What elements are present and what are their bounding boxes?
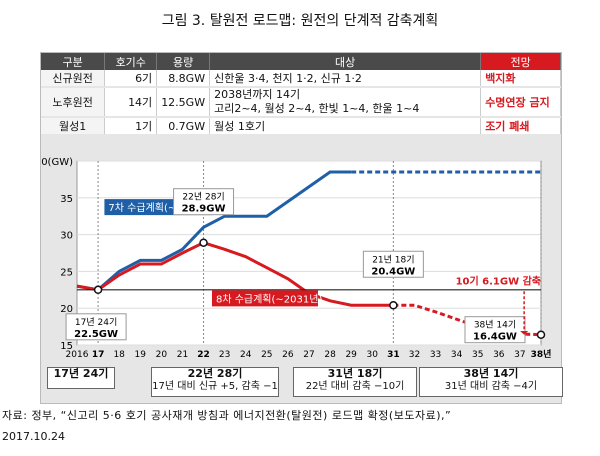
table-row: 노후원전 14기 12.5GW 2038년까지 14기 고리2~4, 월성 2~… xyxy=(41,87,561,118)
timeline-main: 17년 24기 xyxy=(53,367,109,380)
row-target-line1: 월성 1호기 xyxy=(214,120,266,133)
table-header-row: 구분 호기수 용량 대상 전망 xyxy=(41,53,561,70)
row-category: 신규원전 xyxy=(41,70,106,88)
x-tick-label: 24 xyxy=(240,350,252,360)
timeline-main: 31년 18기 xyxy=(327,367,383,380)
annotation-line2: 22.5GW xyxy=(74,329,118,340)
x-tick-label: 27 xyxy=(303,350,314,360)
annotation-box xyxy=(65,313,127,341)
row-category: 월성1 xyxy=(41,117,106,136)
row-outlook: 백지화 xyxy=(480,70,561,88)
table-row: 월성1 1기 0.7GW 월성 1호기 조기 폐쇄 xyxy=(41,117,561,136)
annotation-line1: 21년 18기 xyxy=(372,254,414,265)
x-tick-label: 38년 xyxy=(531,348,552,360)
x-tick-label: 19 xyxy=(135,350,147,360)
reduction-arrow-head xyxy=(520,331,529,335)
y-tick-label: 35 xyxy=(60,194,73,205)
header-target: 대상 xyxy=(209,53,482,70)
annotation-point xyxy=(536,330,546,339)
plan-table: 구분 호기수 용량 대상 전망 신규원전 6기 8.8GW 신한울 3·4, 천… xyxy=(41,53,561,136)
x-tick-label: 31 xyxy=(387,350,400,360)
x-tick-label: 30 xyxy=(367,350,379,360)
y-tick-label: 25 xyxy=(60,267,73,278)
row-units: 6기 xyxy=(104,70,158,88)
x-tick-label: 33 xyxy=(430,350,441,360)
x-tick-label: 25 xyxy=(261,350,272,360)
y-tick-label: 15 xyxy=(60,341,73,352)
figure-title: 그림 3. 탈원전 로드맵: 원전의 단계적 감축계획 xyxy=(161,13,439,29)
y-tick-label: 30 xyxy=(60,231,73,242)
annotation-line2: 20.4GW xyxy=(371,266,415,277)
annotation-line1: 38년 14기 xyxy=(474,320,516,331)
table-row: 신규원전 6기 8.8GW 신한울 3·4, 천지 1·2, 신규 1·2 백지… xyxy=(41,70,561,88)
annotation-line1: 22년 28기 xyxy=(182,192,224,203)
x-tick-label: 34 xyxy=(451,350,463,360)
annotation-box xyxy=(173,188,235,216)
row-units: 1기 xyxy=(104,117,158,136)
timeline-box: 22년 28기 17년 대비 신규 +5, 감축 −1 xyxy=(151,367,279,397)
timeline-box: 17년 24기 xyxy=(47,367,115,389)
row-outlook: 수명연장 금지 xyxy=(480,87,561,118)
source-date: 2017.10.24 xyxy=(2,430,65,443)
x-tick-label: 29 xyxy=(345,350,357,360)
annotation-box xyxy=(362,250,424,278)
y-tick-label: 20 xyxy=(60,304,73,315)
source-note: 자료: 정부, “신고리 5·6 호기 공사재개 방침과 에너지전환(탈원전) … xyxy=(2,409,452,422)
row-capacity: 8.8GW xyxy=(156,70,211,88)
header-outlook: 전망 xyxy=(480,53,561,70)
x-tick-label: 35 xyxy=(472,350,483,360)
x-tick-label: 20 xyxy=(156,350,168,360)
x-tick-label: 2016 xyxy=(66,350,89,360)
x-tick-label: 22 xyxy=(197,350,210,360)
x-tick-label: 37 xyxy=(514,350,525,360)
annotation-point xyxy=(199,238,208,247)
timeline-sub: 31년 대비 감축 −4기 xyxy=(444,381,538,392)
row-target: 신한울 3·4, 천지 1·2, 신규 1·2 xyxy=(209,70,482,88)
row-capacity: 0.7GW xyxy=(156,117,211,136)
reduction-label: 10기 6.1GW 감축 xyxy=(456,275,541,288)
timeline-main: 22년 28기 xyxy=(187,367,243,380)
x-tick-label: 23 xyxy=(219,350,230,360)
row-capacity: 12.5GW xyxy=(156,87,211,118)
x-tick-label: 17 xyxy=(92,350,105,360)
timeline-box: 38년 14기 31년 대비 감축 −4기 xyxy=(419,367,563,397)
y-unit-label: 40(GW) xyxy=(41,157,73,168)
plot-area xyxy=(76,160,542,346)
annotation-point xyxy=(93,285,103,295)
row-target-line2: 고리2~4, 월성 2~4, 한빛 1~4, 한울 1~4 xyxy=(214,102,420,115)
series-line xyxy=(76,241,394,307)
x-tick-label: 28 xyxy=(324,350,336,360)
annotation-point xyxy=(389,301,398,310)
timeline-sub: 22년 대비 감축 −10기 xyxy=(305,381,405,392)
row-target-line1: 2038년까지 14기 xyxy=(214,88,301,101)
x-tick-label: 26 xyxy=(282,350,294,360)
row-target: 월성 1호기 xyxy=(209,117,482,136)
timeline-main: 38년 14기 xyxy=(463,367,519,380)
header-category: 구분 xyxy=(41,53,106,70)
series-line xyxy=(76,170,352,292)
row-category: 노후원전 xyxy=(41,87,106,118)
header-capacity: 용량 xyxy=(156,53,211,70)
annotation-line2: 28.9GW xyxy=(182,204,226,215)
row-target-line1: 신한울 3·4, 천지 1·2, 신규 1·2 xyxy=(214,72,362,85)
header-units: 호기수 xyxy=(104,53,158,70)
x-tick-label: 36 xyxy=(493,350,505,360)
series-label: 8차 수급계획(~2031년) xyxy=(216,293,322,305)
annotation-line1: 17년 24기 xyxy=(75,317,117,328)
row-outlook: 조기 폐쇄 xyxy=(480,117,561,136)
timeline-sub: 17년 대비 신규 +5, 감축 −1 xyxy=(152,381,278,392)
row-units: 14기 xyxy=(104,87,158,118)
figure-frame: 구분 호기수 용량 대상 전망 신규원전 6기 8.8GW 신한울 3·4, 천… xyxy=(40,52,563,404)
x-tick-label: 32 xyxy=(409,350,420,360)
annotation-line2: 16.4GW xyxy=(473,332,517,343)
timeline-box: 31년 18기 22년 대비 감축 −10기 xyxy=(293,367,417,397)
series-label-box xyxy=(211,290,318,307)
annotation-box xyxy=(464,316,526,344)
row-target: 2038년까지 14기 고리2~4, 월성 2~4, 한빛 1~4, 한울 1~… xyxy=(209,87,482,118)
x-tick-label: 18 xyxy=(113,350,125,360)
x-tick-label: 21 xyxy=(177,350,188,360)
